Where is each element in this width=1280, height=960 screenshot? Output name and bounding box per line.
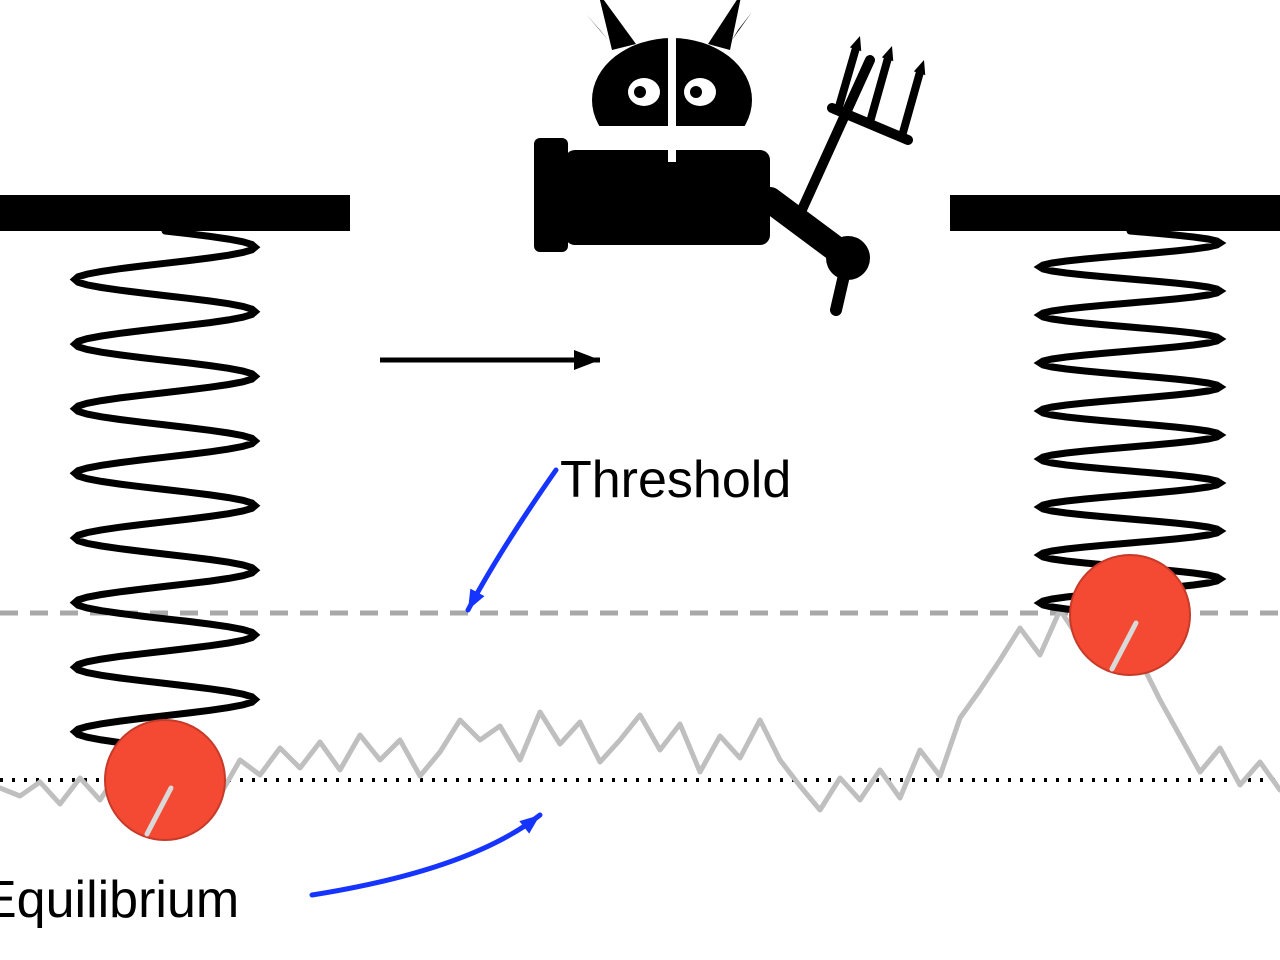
direction-arrow-head (574, 350, 600, 370)
equilibrium-pointer-arrow-head (519, 815, 540, 834)
spring-left (75, 231, 255, 748)
mass-ball-left (105, 720, 225, 840)
demon-icon (534, 0, 925, 310)
equilibrium-pointer-arrow (312, 815, 540, 895)
threshold-label: Threshold (560, 450, 791, 510)
mass-ball-right (1070, 555, 1190, 675)
equilibrium-label: Equilibrium (0, 870, 239, 930)
ceiling-bar-right (950, 195, 1280, 231)
threshold-pointer-arrow (468, 470, 556, 610)
ceiling-bar-left (0, 195, 350, 231)
threshold-pointer-arrow-head (468, 589, 484, 610)
